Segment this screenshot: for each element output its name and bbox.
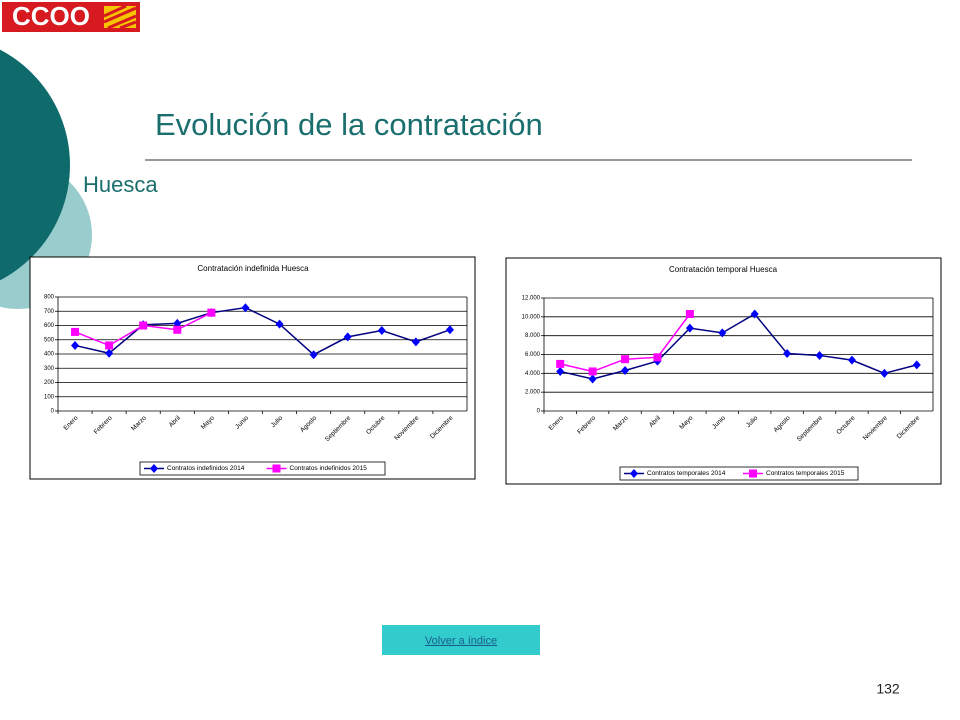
marker [630,469,638,478]
y-tick-label: 2.000 [525,390,541,396]
marker [783,349,792,359]
marker [556,366,565,376]
chart-frame [505,257,942,485]
marker [105,341,114,350]
marker [343,332,352,342]
y-tick-label: 100 [44,394,55,400]
marker [105,348,114,358]
y-tick-label: 4.000 [525,371,541,377]
marker [445,325,454,335]
marker [275,319,284,329]
y-tick-label: 12.000 [522,296,541,302]
marker [139,321,148,330]
y-tick-label: 200 [44,380,55,386]
marker [71,327,80,336]
marker [718,328,727,338]
marker [173,318,182,328]
marker [71,340,80,350]
chart-title: Contratación temporal Huesca [669,265,778,274]
marker [173,325,182,334]
marker [588,374,597,384]
y-tick-label: 600 [44,323,55,329]
marker [685,310,694,319]
legend-label: Contratos indefinidos 2014 [167,465,245,472]
y-tick-label: 8.000 [525,333,541,339]
marker [750,309,759,319]
y-tick-label: 0 [51,409,55,415]
y-tick-label: 800 [44,295,55,301]
marker [309,350,318,360]
decor-circle-dark [0,49,70,281]
y-tick-label: 500 [44,337,55,343]
y-tick-label: 300 [44,366,55,372]
marker [588,367,597,376]
marker [621,366,630,376]
chart: Contratación indefinida Huesca 0 100 200 300… [29,256,476,480]
y-tick-label: 6.000 [525,352,541,358]
subtitle: Huesca [83,172,158,197]
y-tick-label: 700 [44,309,55,315]
series-line [560,313,917,380]
marker [815,350,824,360]
legend-label: Contratos temporales 2014 [647,470,726,477]
marker [749,469,757,478]
marker [912,360,921,370]
marker [207,308,216,317]
marker [272,464,281,473]
legend-label: Contratos indefinidos 2015 [290,465,368,472]
logo-flag [103,4,137,30]
marker [241,303,250,313]
link-button[interactable] [382,625,540,655]
marker [621,355,630,364]
marker [556,359,565,368]
y-tick-label: 10.000 [522,314,541,320]
marker [880,368,889,378]
y-tick-label: 0 [537,409,541,415]
y-tick-label: 400 [44,352,55,358]
marker [377,325,386,335]
marker [411,337,420,347]
logo-text: CCOO [12,1,90,31]
chart-title: Contratación indefinida Huesca [197,264,309,273]
marker [653,353,662,362]
legend-label: Contratos temporales 2015 [766,470,845,477]
marker [847,355,856,365]
link-text[interactable]: Volver a índice [425,635,497,647]
chart: Contratación temporal Huesca 0 2.000 4.000 6… [505,257,942,485]
legend-box [619,466,859,481]
marker [685,323,694,333]
slide-title: Evolución de la contratación [155,107,543,142]
legend-box [139,461,386,476]
page-number: 132 [876,681,900,697]
marker [150,464,158,473]
